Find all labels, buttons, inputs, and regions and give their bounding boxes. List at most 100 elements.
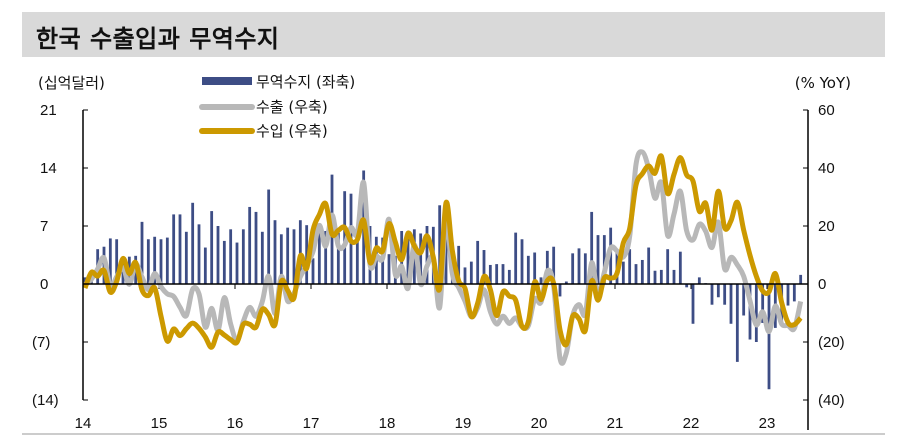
bar-trade-balance [685, 284, 689, 288]
x-tick-label: 16 [227, 415, 244, 432]
bar-trade-balance [298, 220, 302, 284]
bar-trade-balance [691, 284, 695, 324]
bar-trade-balance [355, 229, 359, 284]
bar-trade-balance [564, 281, 568, 284]
bar-trade-balance [672, 269, 676, 284]
x-tick-label: 15 [151, 415, 168, 432]
bar-trade-balance [577, 248, 581, 284]
bar-trade-balance [754, 284, 758, 342]
left-tick-label: 0 [40, 276, 48, 293]
bar-trade-balance [273, 220, 277, 284]
bar-trade-balance [153, 236, 157, 284]
bar-trade-balance [501, 264, 505, 284]
bar-trade-balance [507, 269, 511, 284]
bar-trade-balance [729, 284, 733, 324]
x-tick-label: 19 [455, 415, 472, 432]
right-tick-label: 60 [818, 102, 835, 119]
left-tick-label: 21 [40, 102, 57, 119]
x-tick-label: 23 [759, 415, 776, 432]
bar-trade-balance [539, 277, 543, 284]
bar-trade-balance [444, 229, 448, 284]
bar-trade-balance [286, 227, 290, 284]
bar-trade-balance [425, 226, 429, 284]
right-tick-label: 40 [818, 160, 835, 177]
bar-trade-balance [786, 284, 790, 306]
bar-trade-balance [343, 191, 347, 284]
bar-trade-balance [621, 261, 625, 284]
bar-trade-balance [172, 214, 176, 284]
legend-label-trade-balance: 무역수지 (좌축) [256, 73, 355, 91]
bar-trade-balance [596, 235, 600, 284]
bar-trade-balance [697, 277, 701, 284]
right-tick-label: 0 [818, 276, 826, 293]
legend-swatch-trade-balance [202, 77, 252, 85]
bar-trade-balance [723, 284, 727, 305]
bar-trade-balance [526, 255, 530, 284]
bar-trade-balance [260, 231, 264, 284]
bar-trade-balance [419, 233, 423, 284]
bar-trade-balance [514, 232, 518, 284]
bar-trade-balance [792, 284, 796, 302]
legend-label-imports: 수입 (우축) [256, 122, 328, 140]
bar-trade-balance [767, 284, 771, 390]
left-tick-label: (14) [32, 392, 59, 409]
bar-trade-balance [387, 254, 391, 284]
bar-trade-balance [628, 249, 632, 284]
bar-trade-balance [799, 274, 803, 284]
bar-trade-balance [678, 251, 682, 284]
bar-trade-balance [476, 240, 480, 284]
bar-trade-balance [178, 214, 182, 284]
bar-trade-balance [146, 239, 150, 284]
bar-trade-balance [463, 267, 467, 284]
bar-trade-balance [482, 250, 486, 284]
bar-trade-balance [666, 249, 670, 284]
bar-trade-balance [590, 211, 594, 284]
legend: 무역수지 (좌축) 수출 (우축) 수입 (우축) [199, 73, 355, 140]
bar-trade-balance [653, 270, 657, 284]
line-imports [82, 153, 803, 350]
bar-trade-balance [292, 229, 296, 284]
bar-trade-balance [647, 247, 651, 284]
bar-trade-balance [159, 239, 163, 284]
bar-trade-balance [210, 211, 214, 284]
bar-trade-balance [184, 231, 188, 284]
bar-trade-balance [267, 189, 271, 284]
bar-trade-balance [241, 229, 245, 284]
bar-trade-balance [742, 284, 746, 316]
bar-trade-balance [115, 239, 119, 284]
bar-trade-balance [634, 264, 638, 284]
x-tick-label: 14 [75, 415, 92, 432]
bar-trade-balance [317, 226, 321, 284]
right-tick-label: (40) [818, 392, 845, 409]
bar-trade-balance [735, 284, 739, 362]
bar-trade-balance [457, 245, 461, 284]
x-tick-label: 22 [683, 415, 700, 432]
left-tick-label: 7 [40, 218, 48, 235]
bar-trade-balance [140, 221, 144, 284]
bar-trade-balance [659, 269, 663, 284]
bar-trade-balance [583, 253, 587, 284]
bar-trade-balance [533, 252, 537, 284]
x-tick-label: 17 [303, 415, 320, 432]
x-tick-label: 21 [607, 415, 624, 432]
bar-trade-balance [469, 261, 473, 284]
bar-trade-balance [197, 224, 201, 284]
left-tick-label: (7) [32, 334, 50, 351]
bar-trade-balance [216, 226, 220, 284]
bar-trade-balance [229, 229, 233, 284]
right-tick-label: 20 [818, 218, 835, 235]
bar-trade-balance [710, 284, 714, 305]
right-axis-unit: (% YoY) [795, 74, 851, 92]
left-axis-unit: (십억달러) [38, 74, 105, 92]
chart-title: 한국 수출입과 무역수지 [36, 25, 280, 53]
x-tick-label: 20 [531, 415, 548, 432]
bar-trade-balance [305, 225, 309, 284]
left-tick-label: 14 [40, 160, 57, 177]
bar-trade-balance [254, 211, 258, 284]
bar-trade-balance [324, 230, 328, 284]
bar-trade-balance [545, 250, 549, 284]
x-tick-label: 18 [379, 415, 396, 432]
bar-trade-balance [488, 264, 492, 284]
title-bar: 한국 수출입과 무역수지 [22, 12, 885, 57]
